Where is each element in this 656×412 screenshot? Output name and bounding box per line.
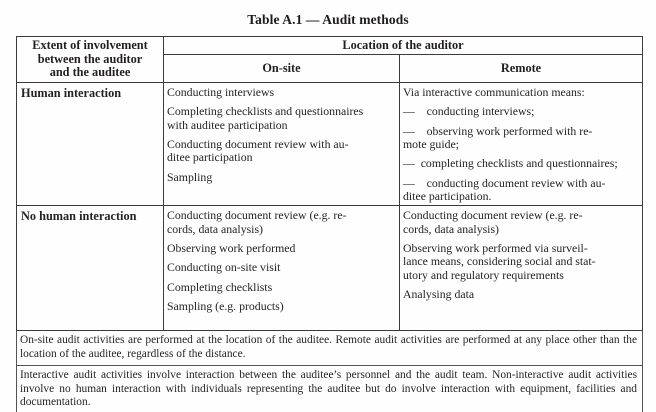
remote-column-header: Remote: [398, 54, 644, 83]
row-label-no-human-interaction: No human interaction: [16, 205, 164, 332]
human-interaction-onsite-cell: Conducting interviews Completing checkli…: [163, 81, 400, 207]
audit-methods-table: Extent of involvement between the audito…: [15, 36, 644, 412]
note-row-interactive: Interactive audit activities involve int…: [15, 365, 644, 412]
header-row-columns: On-site Remote: [17, 54, 644, 83]
method-item: Sampling: [167, 169, 213, 184]
note-interactive-definition: Interactive audit activities involve int…: [15, 365, 644, 412]
method-item: Sampling (e.g. products): [167, 298, 284, 313]
human-interaction-remote-cell: Via interactive communication means: — c…: [398, 81, 644, 207]
no-human-interaction-remote-cell: Conducting document review (e.g. re- cor…: [398, 205, 644, 332]
note-row-definitions: On-site audit activities are performed a…: [15, 330, 644, 367]
method-item: Completing checklists and questionnaires…: [167, 104, 364, 132]
method-item: Conducting interviews: [167, 85, 275, 99]
table-row-no-human-interaction: No human interaction Conducting document…: [16, 205, 644, 332]
note-onsite-remote-definition: On-site audit activities are performed a…: [15, 330, 644, 367]
header-row-location: Extent of involvement between the audito…: [16, 36, 644, 83]
method-item: Observing work performed: [167, 240, 296, 255]
method-item: Conducting document review (e.g. re- cor…: [403, 208, 583, 236]
method-item: Conducting document review (e.g. re- cor…: [167, 208, 347, 236]
table-row-human-interaction: Human interaction Conducting interviews …: [16, 81, 644, 207]
no-human-interaction-onsite-cell: Conducting document review (e.g. re- cor…: [163, 205, 400, 332]
onsite-column-header: On-site: [163, 54, 400, 83]
method-item: Via interactive communication means:: [403, 85, 585, 99]
corner-header-extent-of-involvement: Extent of involvement between the audito…: [16, 36, 164, 83]
method-item: — completing checklists and questionnair…: [403, 156, 618, 171]
table-title: Table A.1 — Audit methods: [247, 12, 409, 27]
method-item: — conducting document review with au- di…: [403, 175, 606, 203]
method-item: Analysing data: [403, 286, 475, 301]
row-label-human-interaction: Human interaction: [16, 81, 164, 207]
method-item: Conducting document review with au- dite…: [167, 136, 349, 165]
location-of-auditor-header: Location of the auditor: [162, 36, 644, 55]
method-item: Completing checklists: [167, 279, 273, 294]
method-item: Conducting on-site visit: [167, 260, 281, 275]
method-item: Observing work performed via surveil- la…: [403, 240, 596, 282]
method-item: — conducting interviews;: [403, 104, 535, 119]
method-item: — observing work performed with re- mote…: [403, 123, 593, 151]
